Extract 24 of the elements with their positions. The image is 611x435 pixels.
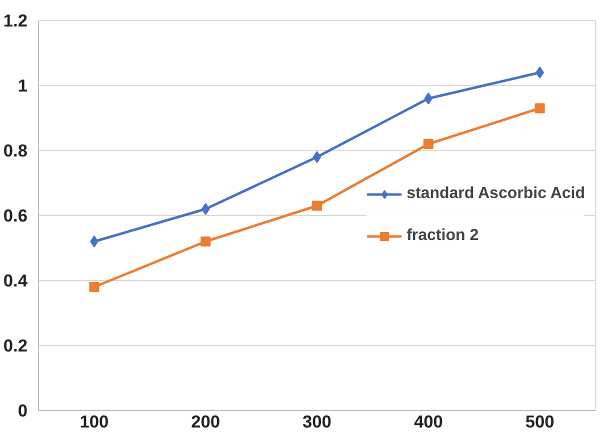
- x-tick-label: 300: [302, 412, 332, 432]
- legend-label: fraction 2: [406, 227, 479, 245]
- y-tick-label: 0.8: [3, 140, 28, 160]
- x-tick-label: 400: [414, 412, 443, 432]
- point: [312, 151, 322, 163]
- x-tick-label: 500: [525, 412, 554, 432]
- y-tick-label: 0.2: [3, 336, 28, 356]
- point: [423, 139, 434, 149]
- point: [90, 236, 98, 248]
- point: [200, 236, 211, 246]
- point: [534, 103, 545, 114]
- x-tick-label: 100: [80, 412, 109, 432]
- y-tick-label: 1.2: [3, 10, 28, 30]
- y-tick-label: 0.4: [3, 270, 28, 290]
- y-tick-label: 1: [18, 76, 28, 96]
- point: [424, 92, 433, 104]
- point: [89, 282, 100, 292]
- y-tick-label: 0.6: [3, 206, 28, 226]
- y-tick-label: 0: [18, 400, 28, 420]
- point: [201, 203, 210, 215]
- point: [536, 66, 544, 78]
- x-tick-label: 200: [191, 412, 220, 432]
- point: [312, 200, 322, 211]
- legend-label: standard Ascorbic Acid: [406, 185, 585, 203]
